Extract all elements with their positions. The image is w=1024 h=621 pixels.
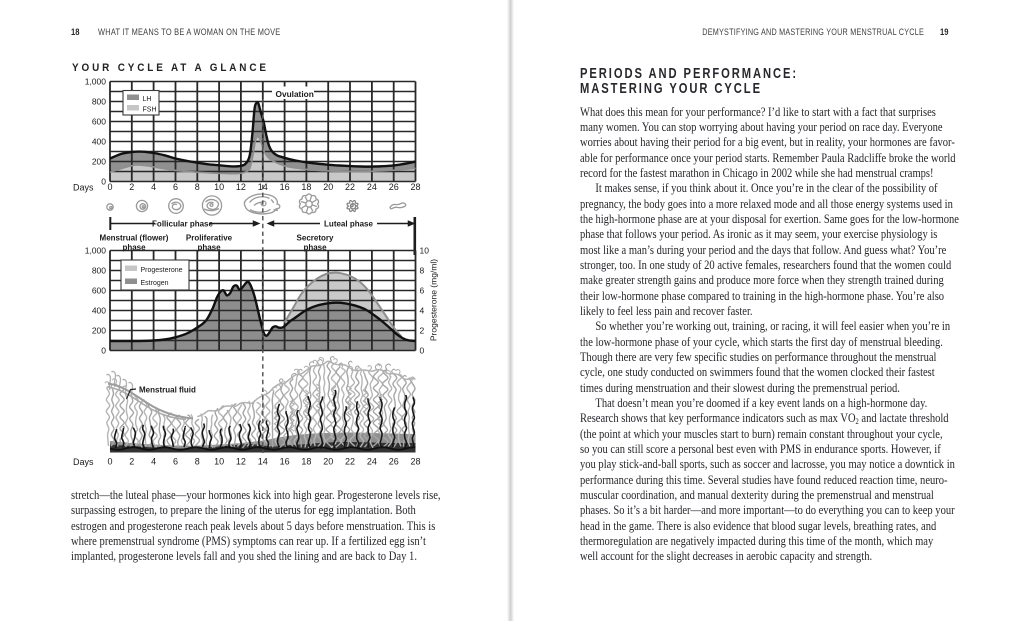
svg-text:4: 4: [151, 182, 156, 192]
svg-text:20: 20: [323, 182, 333, 192]
svg-text:0: 0: [420, 346, 425, 356]
svg-text:10: 10: [420, 246, 430, 256]
svg-text:2: 2: [420, 326, 425, 336]
svg-text:Estrogen: Estrogen: [141, 280, 169, 287]
svg-text:4: 4: [420, 306, 425, 316]
svg-text:800: 800: [92, 97, 106, 107]
svg-text:22: 22: [345, 182, 355, 192]
svg-text:Menstrual (flower): Menstrual (flower): [100, 234, 169, 243]
svg-text:10: 10: [214, 457, 224, 467]
svg-text:14: 14: [258, 457, 268, 467]
svg-text:800: 800: [92, 266, 106, 276]
svg-text:2: 2: [129, 457, 134, 467]
svg-text:phase: phase: [197, 243, 221, 252]
svg-text:8: 8: [195, 182, 200, 192]
svg-text:20: 20: [323, 457, 333, 467]
svg-text:28: 28: [410, 182, 420, 192]
svg-text:600: 600: [92, 286, 106, 296]
svg-text:600: 600: [92, 117, 106, 127]
svg-text:8: 8: [420, 266, 425, 276]
svg-text:1,000: 1,000: [85, 246, 107, 256]
svg-text:24: 24: [367, 182, 377, 192]
svg-text:22: 22: [345, 457, 355, 467]
svg-text:Days: Days: [73, 457, 94, 467]
svg-text:1,000: 1,000: [85, 77, 107, 87]
svg-text:2: 2: [129, 182, 134, 192]
svg-text:phase: phase: [303, 243, 327, 252]
svg-text:Menstrual fluid: Menstrual fluid: [139, 386, 196, 395]
svg-text:0: 0: [101, 346, 106, 356]
svg-text:8: 8: [195, 457, 200, 467]
svg-text:12: 12: [236, 457, 246, 467]
svg-text:16: 16: [280, 457, 290, 467]
svg-text:Follicular phase: Follicular phase: [152, 220, 213, 229]
svg-text:400: 400: [92, 137, 106, 147]
svg-text:200: 200: [92, 157, 106, 167]
svg-text:400: 400: [92, 306, 106, 316]
svg-text:Days: Days: [73, 183, 94, 193]
svg-text:0: 0: [101, 177, 106, 187]
svg-text:26: 26: [389, 182, 399, 192]
svg-text:4: 4: [151, 457, 156, 467]
svg-text:Luteal phase: Luteal phase: [324, 220, 373, 229]
svg-text:6: 6: [173, 457, 178, 467]
svg-text:Secretory: Secretory: [297, 234, 334, 243]
svg-text:6: 6: [173, 182, 178, 192]
svg-text:0: 0: [107, 182, 112, 192]
svg-text:LH: LH: [143, 96, 152, 103]
svg-text:phase: phase: [122, 243, 146, 252]
svg-text:Progesterone: Progesterone: [141, 267, 183, 274]
svg-text:0: 0: [107, 457, 112, 467]
svg-text:6: 6: [420, 286, 425, 296]
svg-text:26: 26: [389, 457, 399, 467]
svg-text:200: 200: [92, 326, 106, 336]
svg-text:12: 12: [236, 182, 246, 192]
svg-text:18: 18: [301, 457, 311, 467]
svg-text:FSH: FSH: [143, 107, 157, 114]
svg-text:10: 10: [214, 182, 224, 192]
svg-text:16: 16: [280, 182, 290, 192]
svg-text:Proliferative: Proliferative: [186, 234, 233, 243]
svg-text:28: 28: [410, 457, 420, 467]
svg-text:18: 18: [301, 182, 311, 192]
svg-text:Progesterone (mg/ml): Progesterone (mg/ml): [429, 259, 439, 341]
svg-text:24: 24: [367, 457, 377, 467]
svg-text:Ovulation: Ovulation: [276, 89, 314, 99]
